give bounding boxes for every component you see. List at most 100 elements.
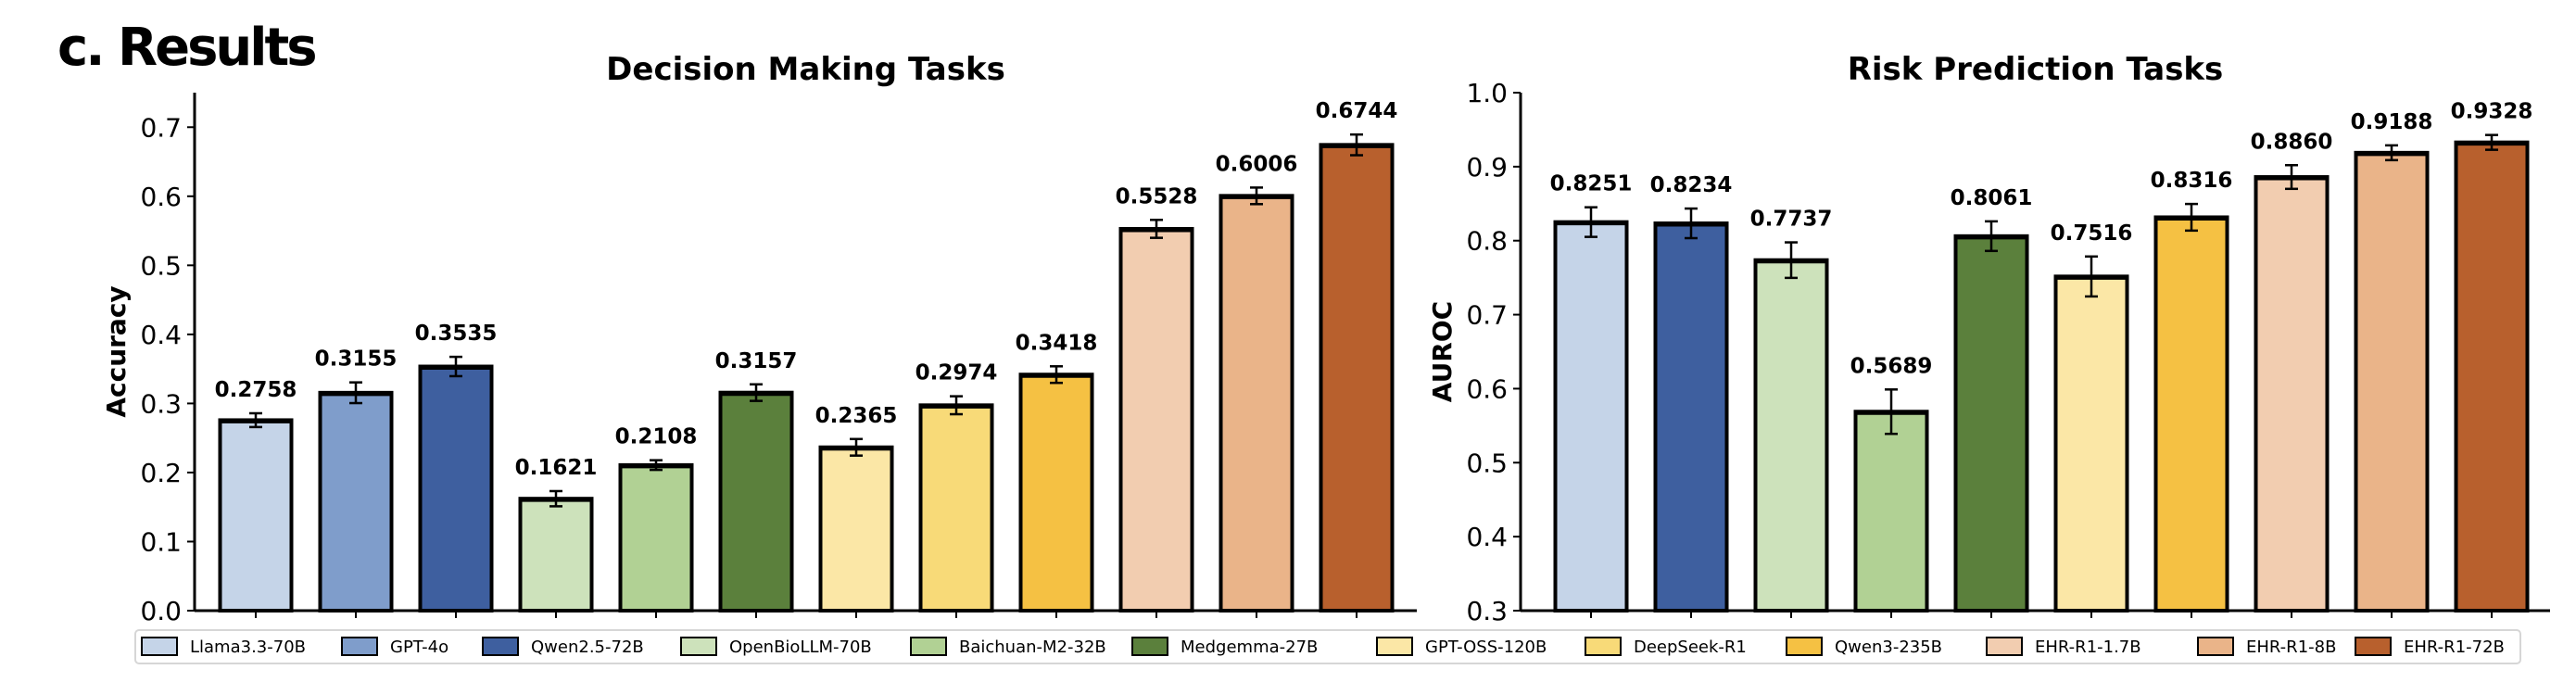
- bar-openbiollm-70b: [1753, 258, 1829, 613]
- y-tick-label: 0.6: [140, 182, 182, 212]
- legend-item: GPT-OSS-120B: [1376, 637, 1547, 657]
- value-label: 0.2365: [815, 404, 898, 428]
- legend-label: EHR-R1-1.7B: [2035, 638, 2141, 657]
- value-label: 0.6006: [1216, 152, 1298, 176]
- legend-label: DeepSeek-R1: [1634, 638, 1747, 657]
- bar-qwen3-235b: [2153, 215, 2229, 613]
- value-label: 0.2758: [215, 378, 297, 402]
- value-label: 0.2108: [615, 425, 698, 449]
- y-tick-label: 0.4: [1466, 522, 1508, 552]
- legend-swatch: [680, 637, 717, 656]
- value-label: 0.9328: [2451, 100, 2533, 124]
- y-tick-label: 1.0: [1466, 78, 1508, 108]
- panel-label: c. Results: [57, 18, 315, 78]
- y-tick-label: 0.4: [140, 320, 182, 350]
- legend-swatch: [482, 637, 519, 656]
- chart-title: Risk Prediction Tasks: [1848, 51, 2224, 88]
- bar-deepseek-r1: [918, 403, 994, 613]
- bar-baichuan-m2-32b: [618, 462, 694, 613]
- legend-item: OpenBioLLM-70B: [680, 637, 872, 657]
- legend-swatch: [2197, 637, 2234, 656]
- bar-ehr-r1-8b: [1219, 194, 1294, 613]
- y-tick-label: 0.2: [140, 458, 182, 488]
- legend-label: Qwen3-235B: [1835, 638, 1942, 657]
- value-label: 0.3155: [315, 347, 398, 372]
- legend-swatch: [1131, 637, 1168, 656]
- bar-openbiollm-70b: [518, 497, 594, 613]
- legend-item: EHR-R1-1.7B: [1986, 637, 2141, 657]
- legend-swatch: [910, 637, 947, 656]
- legend-label: Baichuan-M2-32B: [959, 638, 1106, 657]
- bar-ehr-r1-8b: [2354, 150, 2430, 613]
- legend-label: GPT-OSS-120B: [1425, 638, 1547, 657]
- bar-llama3-3-70b: [218, 418, 294, 613]
- value-label: 0.5689: [1850, 354, 1933, 378]
- y-tick-label: 0.5: [140, 250, 182, 281]
- legend-label: GPT-4o: [390, 638, 448, 657]
- legend-item: EHR-R1-72B: [2355, 637, 2505, 657]
- bar-gpt-oss-120b: [2053, 274, 2129, 613]
- value-label: 0.6744: [1316, 99, 1398, 123]
- legend-label: EHR-R1-72B: [2404, 638, 2505, 657]
- legend-item: GPT-4o: [341, 637, 448, 657]
- bar-ehr-r1-1-7b: [1118, 226, 1194, 613]
- legend-item: Baichuan-M2-32B: [910, 637, 1106, 657]
- value-label: 0.3157: [715, 349, 798, 373]
- chart-title: Decision Making Tasks: [606, 51, 1005, 88]
- bar-ehr-r1-72b: [1319, 143, 1395, 613]
- y-tick-label: 0.9: [1466, 152, 1508, 183]
- bar-medgemma-27b: [718, 390, 794, 613]
- bar-baichuan-m2-32b: [1853, 410, 1929, 613]
- legend-swatch: [341, 637, 378, 656]
- legend-swatch: [1986, 637, 2023, 656]
- legend-item: Medgemma-27B: [1131, 637, 1318, 657]
- legend-label: EHR-R1-8B: [2246, 638, 2336, 657]
- legend-item: Qwen3-235B: [1786, 637, 1942, 657]
- legend-swatch: [1786, 637, 1823, 656]
- y-tick-label: 0.7: [140, 112, 182, 143]
- legend-swatch: [1376, 637, 1413, 656]
- y-tick-label: 0.8: [1466, 226, 1508, 257]
- legend-label: OpenBioLLM-70B: [729, 638, 872, 657]
- legend-item: EHR-R1-8B: [2197, 637, 2336, 657]
- legend-item: Qwen2.5-72B: [482, 637, 644, 657]
- y-axis-label: Accuracy: [101, 285, 132, 417]
- value-label: 0.1621: [515, 456, 598, 480]
- legend-frame: [134, 629, 2521, 664]
- value-label: 0.8061: [1951, 186, 2033, 210]
- legend-swatch: [141, 637, 178, 656]
- chart-decision-making: Decision Making Tasks Accuracy 0.0 0.1 0.2 0.…: [101, 51, 1417, 626]
- value-label: 0.8860: [2251, 130, 2333, 154]
- legend: Llama3.3-70B GPT-4o Qwen2.5-72B OpenBioLLM-…: [134, 629, 2521, 664]
- chart-risk-prediction: Risk Prediction Tasks AUROC 0.3 0.4 0.5 0.6 0.…: [1427, 51, 2550, 626]
- bar-medgemma-27b: [1953, 234, 2029, 613]
- y-tick-label: 0.7: [1466, 300, 1508, 331]
- legend-swatch: [2355, 637, 2392, 656]
- bar-qwen2-5-72b: [418, 364, 494, 613]
- value-label: 0.9188: [2351, 110, 2433, 134]
- bar-qwen3-235b: [1018, 373, 1094, 613]
- y-tick-label: 0.5: [1466, 448, 1508, 478]
- value-label: 0.3535: [415, 322, 498, 346]
- y-tick-label: 0.3: [1466, 596, 1508, 626]
- bar-ehr-r1-1-7b: [2254, 175, 2330, 613]
- legend-label: Qwen2.5-72B: [531, 638, 644, 657]
- y-axis-label: AUROC: [1427, 301, 1458, 402]
- y-tick-label: 0.0: [140, 596, 182, 626]
- y-tick-label: 0.3: [140, 388, 182, 419]
- y-tick-label: 0.1: [140, 526, 182, 557]
- bar-llama3-3-70b: [1553, 220, 1629, 613]
- bar-gpt-4o: [318, 390, 394, 613]
- value-label: 0.8234: [1650, 173, 1733, 197]
- value-label: 0.8251: [1550, 172, 1633, 196]
- bar-ehr-r1-72b: [2454, 140, 2530, 613]
- value-label: 0.8316: [2151, 169, 2233, 193]
- value-label: 0.7737: [1750, 208, 1833, 232]
- bar-gpt-oss-120b: [818, 445, 894, 613]
- value-label: 0.7516: [2051, 221, 2133, 246]
- bar-qwen2-5-72b: [1653, 221, 1729, 613]
- legend-item: DeepSeek-R1: [1585, 637, 1747, 657]
- legend-item: Llama3.3-70B: [141, 637, 306, 657]
- value-label: 0.2974: [915, 361, 998, 385]
